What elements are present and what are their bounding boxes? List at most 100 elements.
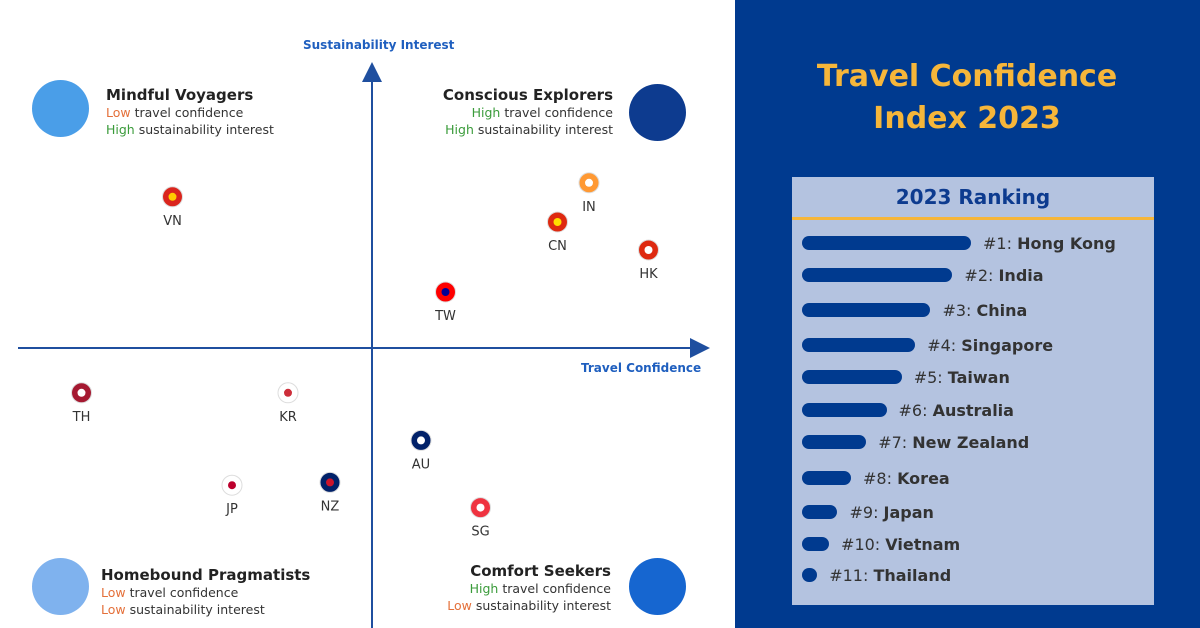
flag-emblem [168, 192, 177, 201]
flag-emblem [476, 503, 485, 512]
point-label: IN [582, 200, 596, 215]
desc: sustainability interest [134, 122, 274, 137]
y-axis-label: Sustainability Interest [303, 38, 455, 52]
ranking-bar [802, 471, 851, 485]
point-jp: JP [221, 474, 243, 517]
ranking-label: #2: India [964, 265, 1044, 285]
point-label: VN [163, 214, 182, 229]
point-in: IN [578, 172, 600, 215]
ranking-row: #2: India [802, 265, 1044, 285]
ranking-row: #5: Taiwan [802, 367, 1010, 387]
level: Low [101, 602, 126, 617]
point-nz: NZ [319, 471, 341, 514]
level: High [445, 122, 474, 137]
desc: travel confidence [125, 585, 239, 600]
flag-emblem [441, 288, 450, 296]
quadrant-homebound-pragmatists: Homebound Pragmatists Low travel confide… [101, 566, 310, 618]
ranking-label: #10: Vietnam [841, 534, 961, 554]
point-cn: CN [547, 211, 568, 254]
point-label: NZ [321, 499, 340, 514]
ranking-row: #9: Japan [802, 502, 934, 522]
page-title: Travel Confidence Index 2023 [816, 59, 1118, 136]
desc: travel confidence [498, 581, 611, 596]
flag-emblem [644, 246, 653, 254]
ranking-heading: 2023 Ranking [792, 177, 1154, 220]
houses-icon [32, 558, 89, 615]
point-vn: VN [162, 186, 183, 229]
quadrant-chart: VN IN CN HK TW TH KR AU JP NZ SG Sustainability In… [18, 38, 710, 628]
quadrant-conscious-explorers: Conscious Explorers High travel confiden… [443, 86, 613, 138]
ranking-row: #11: Thailand [802, 565, 952, 585]
ranking-row: #4: Singapore [802, 335, 1054, 355]
point-th: TH [71, 382, 92, 425]
level: Low [447, 598, 472, 613]
ranking-bar [802, 537, 830, 551]
ranking-label: #7: New Zealand [878, 432, 1030, 452]
ranking-label: #4: Singapore [927, 335, 1054, 355]
point-sg: SG [470, 497, 491, 540]
point-label: SG [471, 525, 489, 540]
flag-emblem [553, 218, 562, 226]
flag-emblem [284, 388, 292, 397]
flag-emblem [77, 388, 86, 397]
flag-emblem [417, 436, 425, 445]
level: High [106, 122, 135, 137]
ranking-bar [802, 568, 818, 582]
ranking-label: #5: Taiwan [913, 367, 1010, 387]
hand-plant-icon [32, 80, 89, 137]
ranking-bar [802, 370, 902, 384]
ranking-bar [802, 268, 953, 282]
point-label: KR [279, 410, 297, 425]
ranking-bar [802, 435, 867, 449]
ranking-label: #11: Thailand [829, 565, 952, 585]
point-label: CN [548, 239, 567, 254]
scatter-plot: VN IN CN HK TW TH KR AU JP NZ SG [18, 62, 710, 628]
quadrant-title: Mindful Voyagers [106, 86, 254, 104]
quadrant-comfort-seekers: Comfort Seekers High travel confidence L… [447, 562, 611, 614]
flag-emblem [585, 178, 593, 187]
level: Low [106, 105, 131, 120]
ranking-label: #3: China [942, 300, 1028, 320]
point-hk: HK [638, 239, 659, 282]
x-axis-label: Travel Confidence [581, 361, 702, 375]
desc: travel confidence [500, 105, 613, 120]
point-tw: TW [434, 281, 456, 324]
desc: travel confidence [130, 105, 244, 120]
ranking-sidebar: Travel Confidence Index 2023 2023 Rankin… [735, 0, 1200, 628]
quadrant-title: Comfort Seekers [470, 562, 611, 580]
ranking-bar [802, 403, 887, 417]
ranking-row: #6: Australia [802, 400, 1014, 420]
ranking-panel: 2023 Ranking #1: Hong Kong #2: India #3: C… [792, 177, 1154, 605]
quadrant-title: Conscious Explorers [442, 86, 613, 104]
flag-emblem [228, 481, 236, 490]
ranking-row: #3: China [802, 300, 1028, 320]
point-label: AU [412, 457, 430, 472]
ranking-label: #9: Japan [849, 502, 934, 522]
level: Low [101, 585, 126, 600]
spa-stones-icon [629, 558, 686, 615]
desc: sustainability interest [471, 598, 611, 613]
ranking-row: #10: Vietnam [802, 534, 961, 554]
ranking-bar [802, 505, 838, 519]
level: High [471, 105, 501, 120]
quadrant-mindful-voyagers: Mindful Voyagers Low travel confidence H… [106, 86, 274, 138]
level: High [469, 581, 499, 596]
ranking-row: #8: Korea [802, 469, 950, 488]
point-label: TH [72, 410, 91, 425]
ranking-row: #1: Hong Kong [802, 233, 1116, 253]
desc: sustainability interest [473, 122, 613, 137]
point-label: HK [639, 267, 658, 282]
point-au: AU [410, 429, 432, 472]
ranking-row: #7: New Zealand [802, 432, 1030, 452]
ranking-bar [802, 303, 931, 317]
ranking-label: #1: Hong Kong [983, 233, 1116, 253]
ranking-label: #6: Australia [898, 400, 1014, 420]
point-kr: KR [277, 382, 299, 425]
point-label: JP [225, 502, 238, 517]
point-label: TW [434, 309, 456, 324]
suitcase-laurel-icon [629, 84, 686, 141]
ranking-bar [802, 338, 916, 352]
flag-emblem [326, 478, 334, 487]
ranking-bar [802, 236, 971, 250]
quadrant-title: Homebound Pragmatists [101, 566, 311, 584]
